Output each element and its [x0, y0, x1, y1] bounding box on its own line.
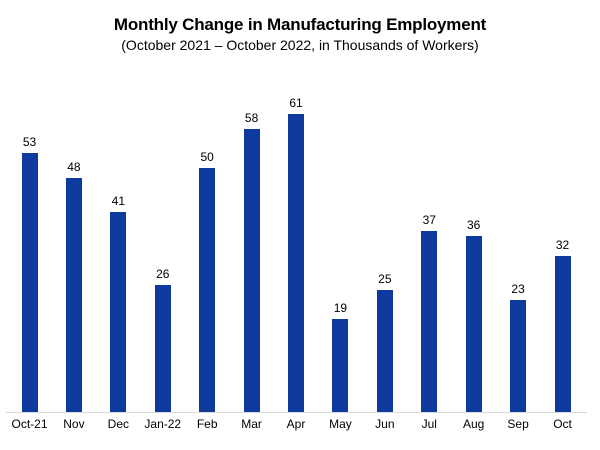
- bar: [199, 168, 216, 412]
- bar: [554, 256, 571, 412]
- x-axis-label: Jun: [375, 417, 395, 431]
- x-axis-label: Apr: [286, 417, 306, 431]
- x-axis-label: Mar: [241, 417, 262, 431]
- bar: [21, 153, 38, 412]
- bar: [465, 236, 482, 412]
- bar-value-label: 48: [67, 160, 81, 174]
- bar: [421, 231, 438, 412]
- chart-subtitle: (October 2021 – October 2022, in Thousan…: [121, 37, 479, 53]
- bar-value-label: 61: [289, 96, 303, 110]
- bar: [288, 114, 305, 412]
- x-axis-label: Jul: [421, 417, 437, 431]
- x-axis-label: Feb: [196, 417, 218, 431]
- bar-value-label: 50: [200, 150, 214, 164]
- bar-value-label: 19: [333, 301, 348, 315]
- x-axis-label: Dec: [107, 417, 129, 431]
- chart-title: Monthly Change in Manufacturing Employme…: [113, 15, 487, 34]
- bar-value-label: 36: [467, 218, 481, 232]
- bar: [376, 290, 393, 412]
- x-axis-label: Oct-21: [11, 417, 48, 431]
- bar: [65, 178, 82, 412]
- bar-value-label: 53: [22, 135, 37, 149]
- bar-value-label: 26: [156, 267, 170, 281]
- x-axis-label: Aug: [463, 417, 485, 431]
- bar: [243, 129, 260, 412]
- bar-value-label: 41: [111, 194, 125, 208]
- bar: [110, 212, 127, 412]
- x-axis-label: Jan-22: [144, 417, 182, 431]
- x-axis-label: May: [329, 417, 352, 431]
- plot-area: 53 Oct-21 48 Nov 41 Dec 26 Jan-22 50 Feb 58 Mar 61 Ap…: [6, 90, 587, 431]
- x-axis-label: Sep: [507, 417, 529, 431]
- bar-value-label: 32: [555, 238, 570, 252]
- bar: [332, 319, 349, 412]
- x-axis-label: Nov: [63, 417, 85, 431]
- bar-value-label: 25: [378, 272, 392, 286]
- bar: [154, 285, 171, 412]
- bar-value-label: 58: [244, 111, 259, 125]
- bar-value-label: 23: [511, 282, 525, 296]
- bar: [510, 300, 527, 412]
- x-axis-label: Oct: [553, 417, 572, 431]
- bar-value-label: 37: [422, 213, 436, 227]
